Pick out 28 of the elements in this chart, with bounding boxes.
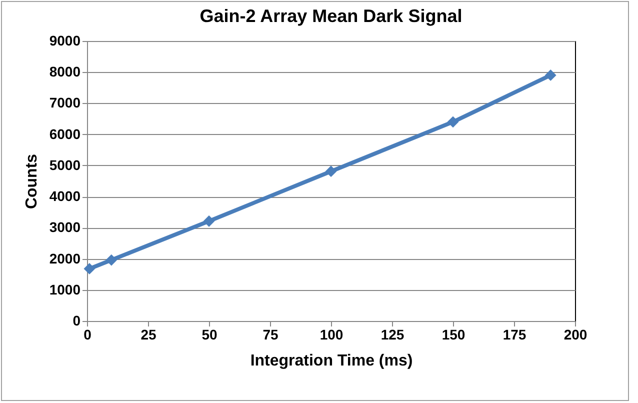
y-tick-label: 9000 (49, 32, 81, 48)
point (106, 254, 118, 266)
x-tick-label: 125 (380, 326, 404, 342)
x-tick-label: 150 (442, 326, 466, 342)
y-tick-label: 3000 (49, 219, 81, 236)
chart-title: Gain-2 Array Mean Dark Signal (200, 6, 462, 26)
x-tick-label: 0 (84, 326, 92, 342)
x-tick-label: 200 (564, 326, 588, 342)
y-tick-label: 2000 (49, 250, 81, 266)
point (84, 263, 96, 274)
point (544, 70, 556, 81)
y-tick-label: 4000 (49, 188, 81, 204)
y-tick-label: 6000 (49, 126, 81, 142)
y-tick-label: 8000 (49, 64, 81, 80)
y-tick-label: 1000 (49, 281, 81, 298)
point (447, 116, 459, 128)
y-axis-title: Counts (23, 154, 40, 210)
y-tick-label: 5000 (49, 156, 81, 173)
x-tick-label: 100 (320, 326, 344, 342)
point (203, 215, 215, 227)
x-tick-label: 175 (502, 326, 526, 342)
y-tick-label: 7000 (49, 94, 81, 111)
x-axis-title: Integration Time (ms) (250, 352, 413, 370)
x-tick-label: 75 (262, 326, 278, 342)
point (325, 166, 337, 178)
x-tick-label: 25 (140, 326, 156, 342)
x-tick-label: 50 (202, 326, 218, 342)
y-tick-label: 0 (72, 312, 81, 328)
